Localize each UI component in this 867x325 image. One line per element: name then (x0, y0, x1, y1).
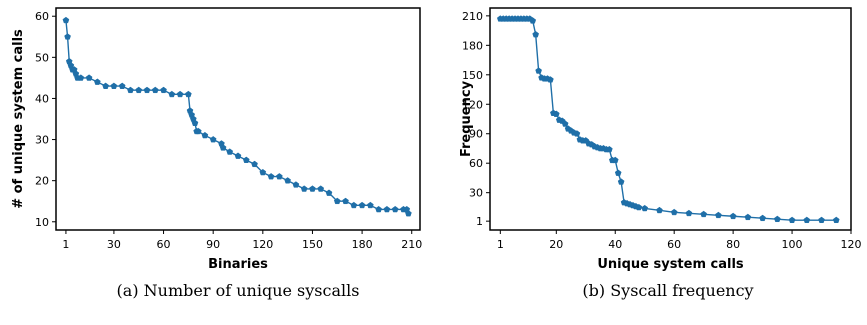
y-tick-label: 50 (35, 51, 49, 64)
x-tick-label: 120 (252, 238, 273, 251)
data-point (326, 190, 332, 196)
data-point (65, 34, 71, 40)
x-tick-label: 210 (401, 238, 422, 251)
series-line (500, 19, 836, 220)
data-point (301, 186, 307, 192)
data-point (760, 215, 766, 221)
data-point (202, 132, 208, 138)
data-point (119, 83, 125, 89)
x-axis-label: Binaries (208, 257, 268, 272)
x-tick-label: 40 (608, 238, 622, 251)
data-point (701, 211, 707, 217)
chart-a: 1 30 60 90 120 150 180 210 10 20 30 40 50 60 Binaries #… (11, 8, 422, 300)
y-tick-label: 30 (35, 134, 49, 147)
x-axis-label: Unique system calls (597, 257, 744, 272)
data-point (210, 136, 216, 142)
data-point (94, 79, 100, 85)
data-point (161, 87, 167, 93)
series-line (66, 20, 408, 213)
data-point (384, 206, 390, 212)
y-tick-label: 60 (469, 157, 483, 170)
data-point (774, 216, 780, 222)
x-tick-label: 100 (782, 238, 803, 251)
data-point (642, 205, 648, 211)
x-tick-label: 150 (302, 238, 323, 251)
data-point (745, 214, 751, 220)
data-point (268, 173, 274, 179)
data-point (63, 17, 69, 23)
data-point (318, 186, 324, 192)
plot-frame (490, 8, 851, 230)
data-point (715, 212, 721, 218)
x-tick-label: 80 (726, 238, 740, 251)
data-point (730, 213, 736, 219)
data-point (343, 198, 349, 204)
data-point (136, 87, 142, 93)
figure-caption: (b) Syscall frequency (582, 281, 753, 300)
data-point (533, 31, 539, 37)
data-point (351, 202, 357, 208)
data-point (686, 210, 692, 216)
data-point (359, 202, 365, 208)
data-point (169, 91, 175, 97)
x-tick-label: 1 (62, 238, 69, 251)
data-point (367, 202, 373, 208)
y-tick-label: 180 (462, 39, 483, 52)
y-tick-label: 150 (462, 69, 483, 82)
data-point (392, 206, 398, 212)
x-tick-label: 120 (841, 238, 862, 251)
chart-b: 1 20 40 60 80 100 1201306090120150180210Unique… (459, 8, 862, 300)
data-point (235, 153, 241, 159)
figure-caption: (a) Number of unique syscalls (117, 281, 360, 300)
x-tick-label: 20 (549, 238, 563, 251)
data-point (833, 217, 839, 223)
data-point (152, 87, 158, 93)
y-tick-label: 40 (35, 92, 49, 105)
data-point (536, 68, 542, 74)
data-point (615, 170, 621, 176)
data-point (804, 217, 810, 223)
data-point (656, 207, 662, 213)
y-tick-label: 1 (476, 215, 483, 228)
data-point (376, 206, 382, 212)
data-point (671, 209, 677, 215)
data-point (103, 83, 109, 89)
x-tick-label: 90 (206, 238, 220, 251)
data-point (86, 75, 92, 81)
y-tick-label: 20 (35, 175, 49, 188)
data-point (227, 149, 233, 155)
data-point (789, 217, 795, 223)
data-point (309, 186, 315, 192)
y-tick-label: 210 (462, 10, 483, 23)
data-point (276, 173, 282, 179)
data-point (285, 177, 291, 183)
y-tick-label: 10 (35, 216, 49, 229)
y-tick-label: 60 (35, 10, 49, 23)
data-point (252, 161, 258, 167)
data-point (243, 157, 249, 163)
y-axis-label: # of unique system calls (11, 29, 26, 209)
data-point (185, 91, 191, 97)
data-point (127, 87, 133, 93)
x-tick-label: 60 (157, 238, 171, 251)
data-point (144, 87, 150, 93)
y-axis-label: Frequency (459, 80, 474, 157)
x-tick-label: 180 (352, 238, 373, 251)
x-tick-label: 30 (107, 238, 121, 251)
plot-frame (56, 8, 420, 230)
data-point (111, 83, 117, 89)
x-tick-label: 1 (497, 238, 504, 251)
x-tick-label: 60 (667, 238, 681, 251)
data-point (177, 91, 183, 97)
data-point (293, 182, 299, 188)
y-tick-label: 30 (469, 187, 483, 200)
data-point (618, 179, 624, 185)
data-point (818, 217, 824, 223)
